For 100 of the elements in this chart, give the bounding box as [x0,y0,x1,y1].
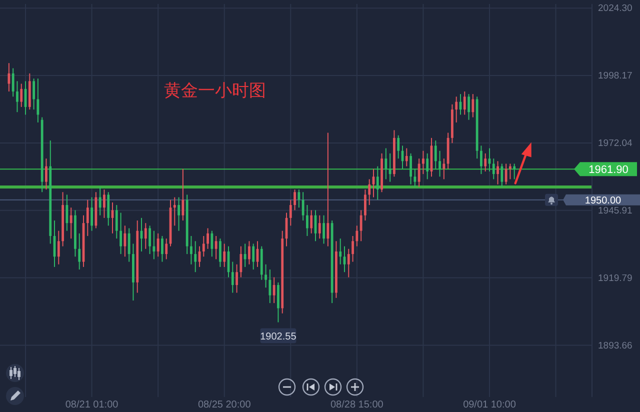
candlestick [484,152,487,172]
candlestick [98,186,102,216]
candlestick [480,145,482,175]
candlestick [182,168,184,221]
candlestick [326,132,330,247]
candlestick [289,199,292,226]
candlestick [248,240,250,265]
candlestick [103,189,106,218]
candlestick [504,163,508,185]
candlestick [500,163,504,188]
candlestick [455,96,458,123]
x-tick-label: 08/28 15:00 [330,400,384,410]
candlestick [240,246,242,278]
candlestick [78,232,81,270]
candlestick [66,194,68,232]
ref-line-label: 1961.90 [588,164,628,176]
y-tick-label: 1919.79 [598,272,632,284]
candlestick [302,192,304,221]
candlestick [496,160,499,185]
candlestick [107,192,110,226]
candlestick [352,235,354,262]
candlestick [318,214,321,240]
x-tick-label: 08/21 01:00 [65,400,119,410]
candlestick [492,158,495,180]
candlestick [277,282,280,323]
candlestick [32,78,35,110]
candlestick [306,204,308,236]
candlestick [438,150,441,178]
x-tick-label: 08/25 20:00 [198,400,252,410]
candlestick [410,152,412,185]
candlestick [513,163,516,180]
candlestick [124,225,126,258]
y-tick-label: 2024.30 [598,3,632,14]
candlestick [418,158,420,188]
candlestick [214,235,218,260]
candlestick [161,235,164,262]
candlestick [210,230,214,258]
candlestick [509,163,512,180]
candlestick [156,232,160,258]
candlestick [368,178,371,206]
candlestick [165,238,168,260]
candlestick [472,94,474,118]
annotation: 1902.55 [260,331,297,342]
candlestick [12,68,14,98]
candlestick [190,235,192,265]
candlestick [364,189,366,221]
candlestick [294,189,296,211]
candlestick [322,214,325,244]
candlestick [244,243,246,268]
candlestick [152,230,156,260]
y-tick-label: 1893.66 [598,340,632,352]
y-tick-label: 1945.91 [598,205,632,216]
candlestick [426,152,429,180]
candlestick [173,196,176,226]
candlestick [8,62,10,92]
candlestick [20,83,23,108]
candlestick [206,228,209,250]
candlestick [128,228,130,262]
candlestick [223,243,226,268]
x-tick-label: 09/01 10:00 [463,400,516,410]
candlestick [236,264,238,294]
candlestick [268,269,272,304]
candlestick [414,168,416,188]
candlestick [45,158,48,190]
candlestick [202,235,205,258]
candlestick [90,196,93,232]
candlestick [231,261,234,294]
candlestick [347,248,350,278]
candlestick [298,189,300,208]
candlestick [376,166,379,200]
candlestick [434,140,437,170]
candlestick [360,210,362,242]
candlestick [397,134,400,160]
candlestick [388,152,392,182]
candlestick [252,243,255,270]
candlestick [178,196,180,232]
candlestick [16,80,18,113]
candlestick [115,204,118,240]
candlestick [264,264,267,288]
candlestick [310,210,313,234]
candlestick [468,94,470,120]
candlestick [463,90,466,116]
ref-line-label: 1950.00 [584,195,622,206]
candlestick [194,240,197,273]
candlestick [148,225,151,255]
candlestick [120,212,122,255]
y-tick-label: 1972.04 [598,138,632,150]
candlestick [57,230,60,265]
candlestick [384,148,388,180]
candlestick [144,222,147,250]
candlestick [70,207,72,240]
candlestick [356,225,358,247]
candlestick [405,148,408,167]
candlestick [36,78,40,123]
candlestick [272,276,276,304]
candlestick [219,238,222,268]
candlestick [422,150,424,175]
candlestick [86,199,89,236]
candlestick [339,238,342,265]
candlestick [442,158,446,180]
